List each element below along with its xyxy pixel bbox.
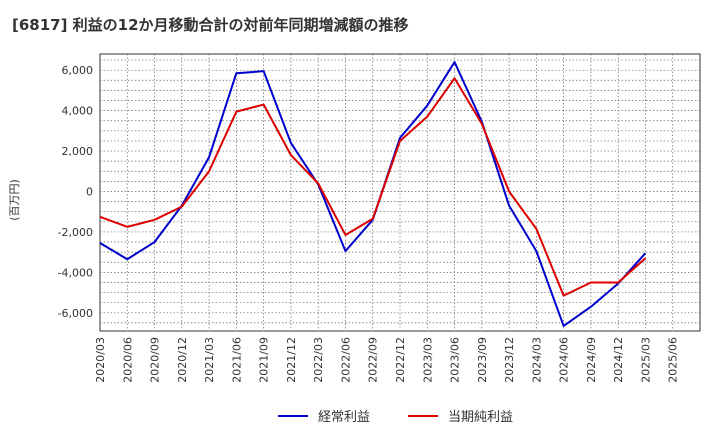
legend: 経常利益 当期純利益 <box>278 410 513 425</box>
x-tick-label: 2024/09 <box>585 337 598 383</box>
x-tick-label: 2023/12 <box>503 337 516 383</box>
x-tick-label: 2024/12 <box>612 337 625 383</box>
x-tick-label: 2022/12 <box>394 337 407 383</box>
x-tick-label: 2025/06 <box>667 337 680 383</box>
axes: 6,000 4,000 2,000 0 -2,000 -4,000 -6,000 2020/0… <box>58 64 680 383</box>
legend-label: 経常利益 <box>318 410 370 425</box>
x-tick-label: 2023/06 <box>449 337 462 383</box>
y-tick-label: -2,000 <box>58 226 93 239</box>
x-tick-label: 2021/06 <box>230 337 243 383</box>
x-tick-label: 2023/03 <box>421 337 434 383</box>
chart-title: [6817] 利益の12か月移動合計の対前年同期増減額の推移 <box>12 16 409 34</box>
x-tick-label: 2024/03 <box>530 337 543 383</box>
x-tick-label: 2020/12 <box>176 337 189 383</box>
y-tick-label: 4,000 <box>62 105 94 118</box>
x-tick-label: 2022/06 <box>339 337 352 383</box>
legend-label: 当期純利益 <box>448 410 513 425</box>
x-tick-label: 2025/03 <box>639 337 652 383</box>
x-tick-label: 2021/12 <box>285 337 298 383</box>
series-layer <box>99 61 647 327</box>
y-tick-label: -4,000 <box>58 266 93 279</box>
y-tick-label: 2,000 <box>62 145 94 158</box>
grid <box>100 54 700 331</box>
x-tick-label: 2021/09 <box>258 337 271 383</box>
x-tick-label: 2020/06 <box>121 337 134 383</box>
y-axis-label: (百万円) <box>8 179 21 221</box>
y-tick-label: 6,000 <box>62 64 94 77</box>
x-tick-label: 2023/09 <box>476 337 489 383</box>
y-tick-label: -6,000 <box>58 307 93 320</box>
plot-area <box>99 53 701 332</box>
x-tick-label: 2022/09 <box>367 337 380 383</box>
plot-frame <box>99 53 701 332</box>
x-tick-label: 2024/06 <box>558 337 571 383</box>
x-tick-label: 2020/09 <box>149 337 162 383</box>
x-tick-label: 2020/03 <box>94 337 107 383</box>
x-tick-label: 2021/03 <box>203 337 216 383</box>
x-tick-label: 2022/03 <box>312 337 325 383</box>
y-tick-label: 0 <box>86 185 93 198</box>
